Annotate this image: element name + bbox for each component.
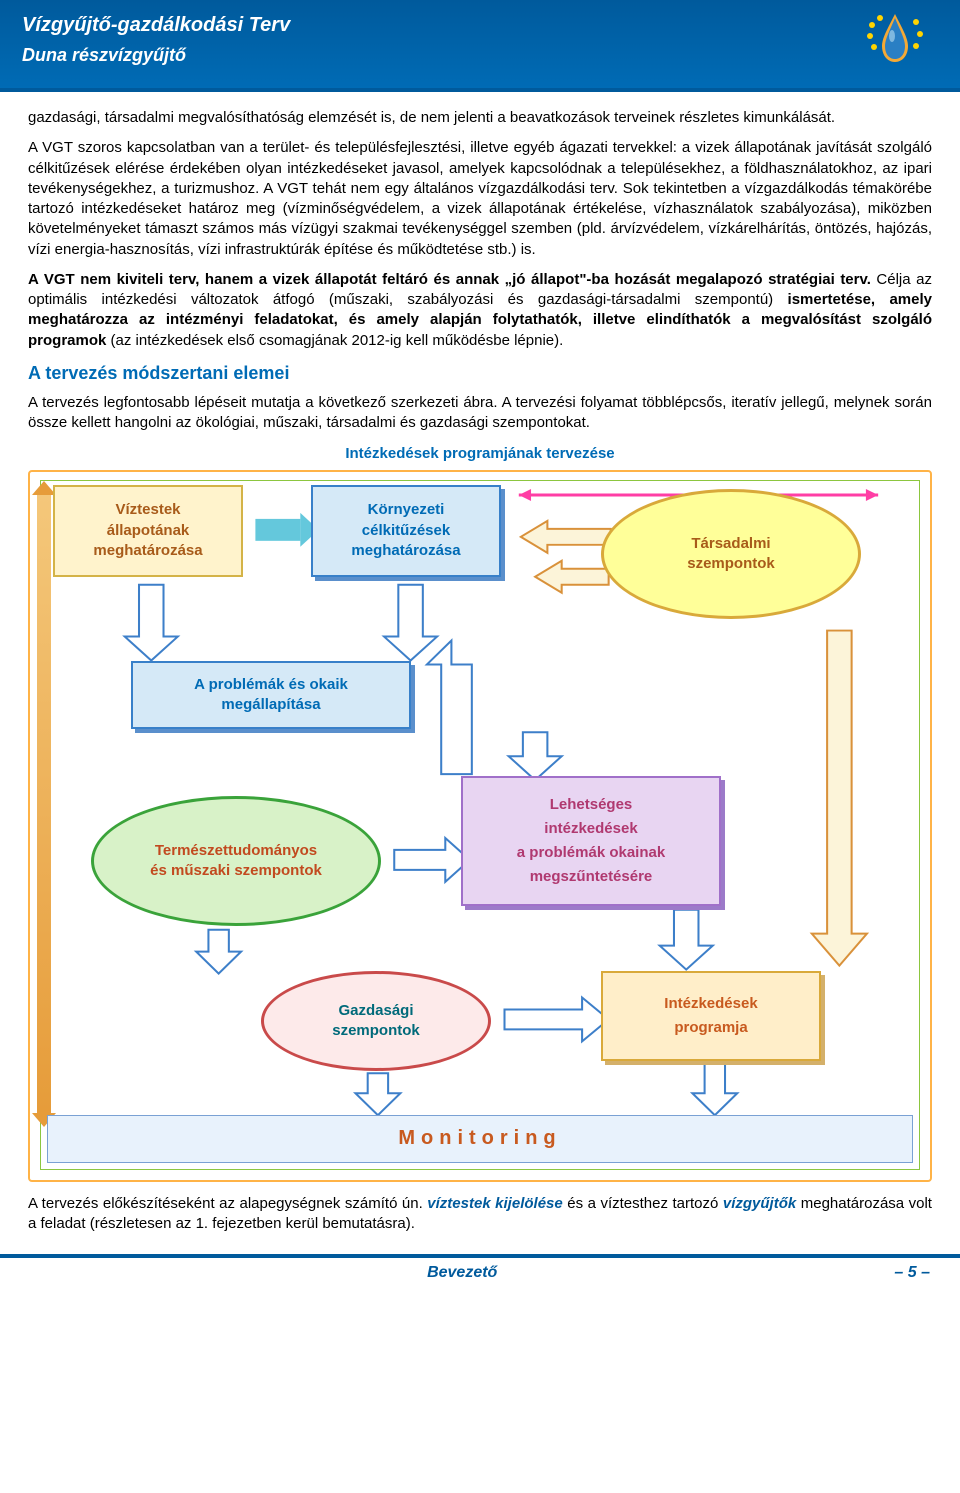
node-termeszet: Természettudományos és műszaki szemponto…	[91, 796, 381, 926]
paragraph: A VGT szoros kapcsolatban van a terület-…	[28, 138, 932, 260]
paragraph: A tervezés legfontosabb lépéseit mutatja…	[28, 393, 932, 434]
node-gazdasagi: Gazdasági szempontok	[261, 971, 491, 1071]
text-bold: A VGT nem kiviteli terv, hanem a vizek á…	[28, 271, 871, 288]
page-footer: Bevezető – 5 –	[0, 1254, 960, 1296]
node-intezkedesek: Intézkedések programja	[601, 971, 821, 1061]
page-header: Vízgyűjtő-gazdálkodási Terv Duna részvíz…	[0, 0, 960, 92]
header-title: Vízgyűjtő-gazdálkodási Terv	[22, 14, 938, 37]
paragraph: gazdasági, társadalmi megvalósíthatóság …	[28, 108, 932, 128]
text-keyword: vízgyűjtők	[723, 1195, 796, 1212]
footer-label: Bevezető	[427, 1264, 497, 1282]
node-tarsadalmi: Társadalmi szempontok	[601, 489, 861, 619]
node-viztestek: Víztestek állapotának meghatározása	[53, 485, 243, 577]
header-subtitle: Duna részvízgyűjtő	[22, 45, 938, 66]
text: (az intézkedések első csomagjának 2012-i…	[106, 332, 563, 349]
diagram-container-outer: Víztestek állapotának meghatározása Körn…	[28, 470, 932, 1182]
text: A tervezés előkészítéseként az alapegysé…	[28, 1195, 427, 1212]
page-content: gazdasági, társadalmi megvalósíthatóság …	[0, 92, 960, 1254]
diagram-title: Intézkedések programjának tervezése	[28, 444, 932, 464]
vertical-timeline-arrow	[37, 495, 51, 1113]
diagram-container-inner: Víztestek állapotának meghatározása Körn…	[40, 480, 920, 1170]
node-monitoring: Monitoring	[47, 1115, 913, 1163]
eu-droplet-icon	[860, 10, 930, 65]
paragraph: A VGT nem kiviteli terv, hanem a vizek á…	[28, 270, 932, 351]
node-problemak: A problémák és okaik megállapítása	[131, 661, 411, 729]
paragraph: A tervezés előkészítéseként az alapegysé…	[28, 1194, 932, 1235]
node-kornyezeti: Környezeti célkitűzések meghatározása	[311, 485, 501, 577]
footer-page: – 5 –	[894, 1264, 930, 1282]
section-heading: A tervezés módszertani elemei	[28, 361, 932, 385]
text-keyword: víztestek kijelölése	[427, 1195, 562, 1212]
text: és a víztesthez tartozó	[563, 1195, 723, 1212]
node-lehetseges: Lehetséges intézkedések a problémák okai…	[461, 776, 721, 906]
